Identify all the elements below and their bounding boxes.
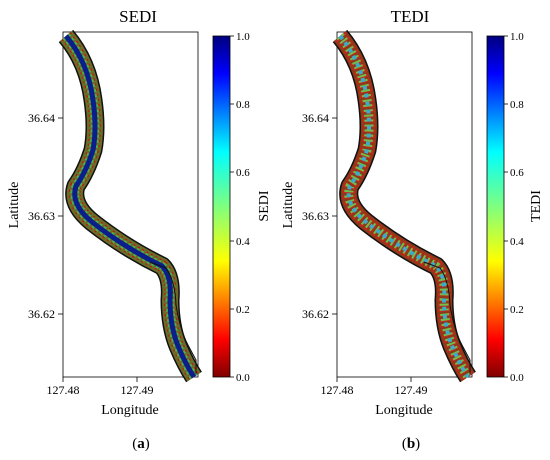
cbar-tick-label: 1.0 xyxy=(236,31,250,43)
cbar-tick-label: 0.6 xyxy=(510,167,524,179)
cbar-tick-label: 0.0 xyxy=(510,372,524,384)
cbar-tick-label: 0.4 xyxy=(510,236,524,248)
colorbar-label: SEDI xyxy=(257,190,272,221)
y-tick-label: 36.63 xyxy=(302,209,329,223)
y-axis: 36.64 36.63 36.62 Latitude xyxy=(7,111,63,321)
colorbar-gradient xyxy=(486,35,505,378)
colorbar-gradient xyxy=(212,35,231,378)
cbar-tick-label: 0.4 xyxy=(236,236,250,248)
y-tick-label: 36.62 xyxy=(302,307,329,321)
caption-open: ( xyxy=(402,436,407,452)
river-bank-line xyxy=(423,261,471,374)
colorbar-label: TEDI xyxy=(529,190,544,222)
y-axis: 36.64 36.63 36.62 Latitude xyxy=(281,111,337,321)
panel-caption: (b) xyxy=(402,436,420,452)
cbar-tick-label: 0.2 xyxy=(236,304,250,316)
x-tick-label: 127.49 xyxy=(395,383,428,397)
x-axis: 127.48 127.49 Longitude xyxy=(321,377,433,418)
x-axis-label: Longitude xyxy=(101,403,159,418)
x-axis-label: Longitude xyxy=(375,403,433,418)
y-tick-label: 36.64 xyxy=(302,111,329,125)
caption-close: ) xyxy=(415,436,420,452)
colorbar: 1.0 0.8 0.6 0.4 0.2 0.0 SEDI xyxy=(212,31,272,384)
caption-open: ( xyxy=(132,436,137,452)
x-tick-label: 127.48 xyxy=(321,383,354,397)
caption-letter: b xyxy=(407,436,415,452)
river-tedi-map xyxy=(332,29,476,383)
cbar-tick-label: 0.8 xyxy=(510,99,524,111)
cbar-tick-label: 1.0 xyxy=(510,31,524,43)
river-bank-line xyxy=(149,261,197,374)
y-tick-label: 36.63 xyxy=(28,209,55,223)
y-tick-label: 36.62 xyxy=(28,307,55,321)
y-tick-label: 36.64 xyxy=(28,111,55,125)
river-sedi-map xyxy=(58,29,202,383)
river-band-cyan xyxy=(338,34,470,379)
x-tick-label: 127.49 xyxy=(121,383,154,397)
cbar-tick-label: 0.2 xyxy=(510,304,524,316)
colorbar: 1.0 0.8 0.6 0.4 0.2 0.0 TEDI xyxy=(486,31,544,384)
sedi-panel: SEDI 36.64 36.63 36.62 Latitude 127.48 xyxy=(7,7,272,452)
x-tick-label: 127.48 xyxy=(47,383,80,397)
cbar-tick-label: 0.6 xyxy=(236,167,250,179)
tedi-panel: TEDI 36.64 36.63 36.62 Latitude 127.48 1… xyxy=(281,7,544,452)
cbar-tick-label: 0.8 xyxy=(236,99,250,111)
river-band-blue xyxy=(64,34,197,379)
panel-caption: (a) xyxy=(132,436,150,452)
caption-letter: a xyxy=(137,436,145,452)
panel-title: SEDI xyxy=(119,7,157,26)
cbar-tick-label: 0.0 xyxy=(236,372,250,384)
caption-close: ) xyxy=(145,436,150,452)
y-axis-label: Latitude xyxy=(7,182,22,229)
panel-title: TEDI xyxy=(391,7,430,26)
x-axis: 127.48 127.49 Longitude xyxy=(47,377,159,418)
y-axis-label: Latitude xyxy=(281,182,296,229)
